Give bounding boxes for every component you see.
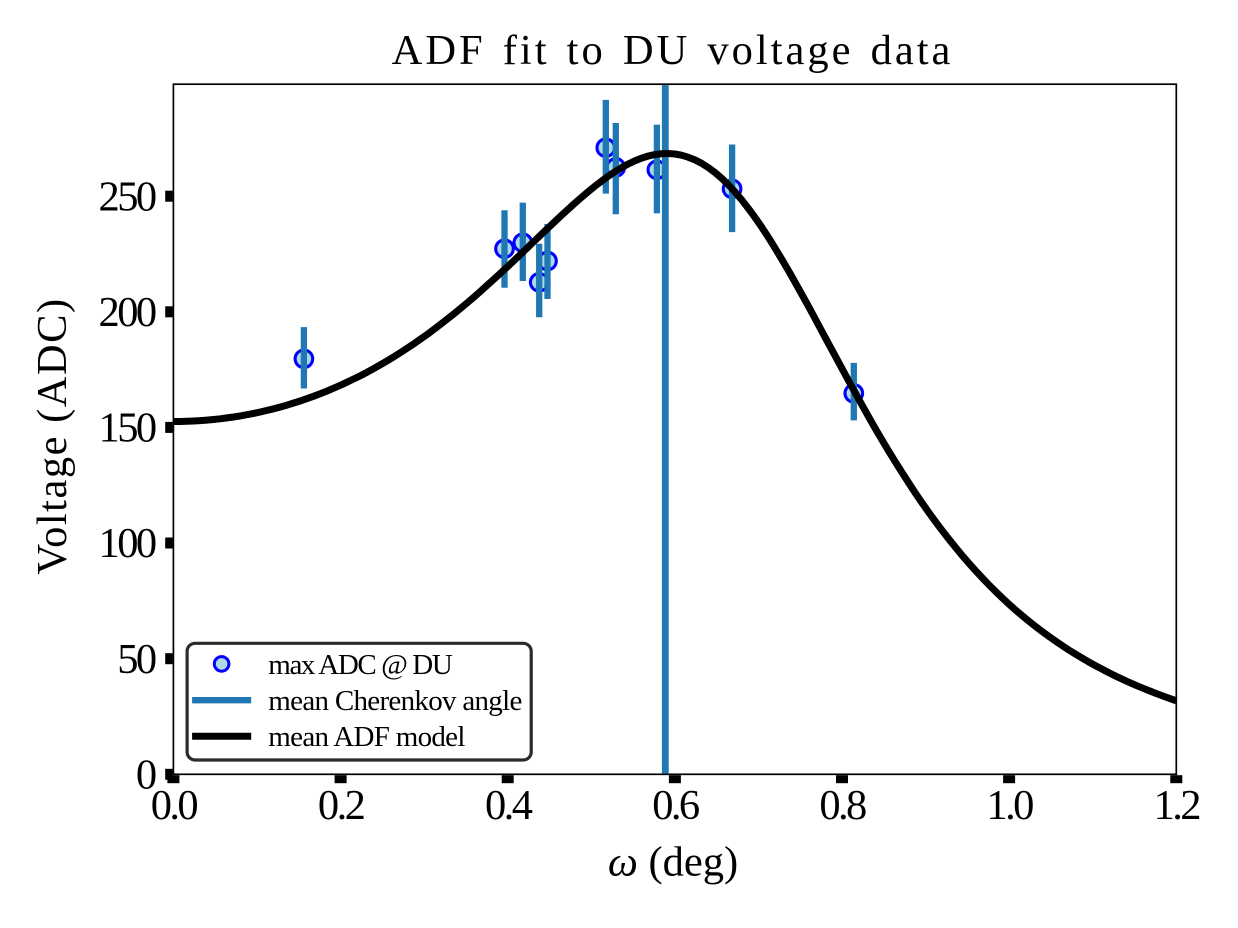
svg-text:1.2: 1.2 bbox=[1154, 782, 1200, 829]
svg-text:mean ADF model: mean ADF model bbox=[268, 721, 465, 753]
svg-text:0.4: 0.4 bbox=[485, 782, 533, 829]
svg-text:Voltage (ADC): Voltage (ADC) bbox=[29, 297, 76, 574]
svg-text:0.8: 0.8 bbox=[819, 782, 866, 829]
svg-text:0.0: 0.0 bbox=[151, 782, 198, 829]
svg-text:0.2: 0.2 bbox=[318, 782, 364, 829]
svg-text:0: 0 bbox=[136, 752, 156, 799]
svg-text:0.6: 0.6 bbox=[652, 782, 699, 829]
svg-text:150: 150 bbox=[99, 405, 156, 452]
svg-text:50: 50 bbox=[117, 636, 156, 683]
svg-text:mean Cherenkov angle: mean Cherenkov angle bbox=[268, 685, 521, 717]
svg-text:250: 250 bbox=[99, 173, 156, 220]
svg-text:1.0: 1.0 bbox=[986, 782, 1033, 829]
svg-text:max ADC @ DU: max ADC @ DU bbox=[268, 649, 453, 681]
svg-text:100: 100 bbox=[99, 520, 156, 567]
svg-text:200: 200 bbox=[99, 289, 156, 336]
svg-text:ADF fit to DU voltage data: ADF fit to DU voltage data bbox=[392, 27, 954, 74]
svg-text:ω (deg): ω (deg) bbox=[608, 839, 738, 886]
